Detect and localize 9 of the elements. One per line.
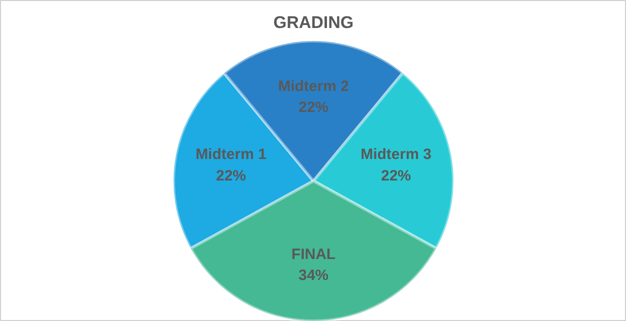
data-label: 34% <box>298 267 329 284</box>
data-label: 22% <box>381 167 412 184</box>
chart-title: GRADING <box>273 13 354 32</box>
data-label: 22% <box>298 99 329 116</box>
slice-label: Midterm 2 <box>278 78 349 95</box>
data-label: 22% <box>216 167 246 184</box>
slice-label: FINAL <box>291 246 336 263</box>
slice-label: Midterm 3 <box>360 146 432 164</box>
slice-label: Midterm 1 <box>196 146 266 164</box>
